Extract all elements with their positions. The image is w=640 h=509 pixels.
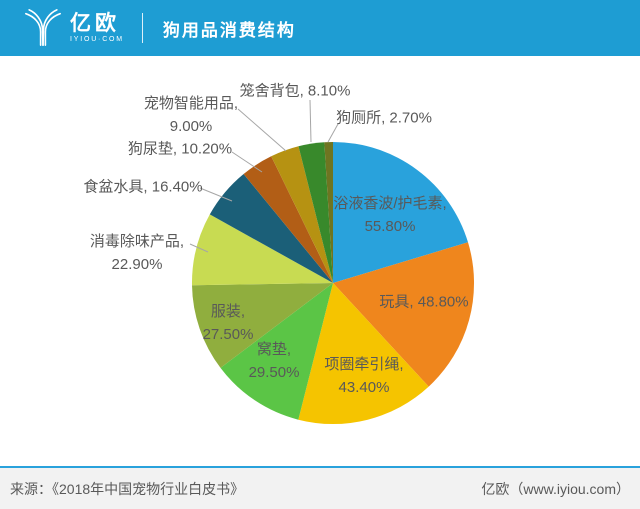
footer-bar: 来源：《2018年中国宠物行业白皮书》 亿欧（www.iyiou.com） (0, 466, 640, 509)
pie-label-0: 浴液香波/护毛素, 55.80% (333, 195, 447, 235)
pie-slice-3 (220, 283, 333, 420)
pie-label-5: 消毒除味产品, 22.90% (89, 233, 185, 273)
header-divider (141, 13, 143, 43)
leader-line-10 (327, 123, 339, 143)
pie-slice-2 (298, 283, 429, 425)
pie-slice-9 (298, 142, 333, 283)
pie-label-3: 窝垫, 29.50% (248, 341, 300, 381)
pie-slice-7 (243, 156, 333, 283)
pie-label-7: 狗尿垫, 10.20% (127, 140, 233, 158)
pie-label-6: 食盆水具, 16.40% (83, 178, 203, 196)
source-text: 来源：《2018年中国宠物行业白皮书》 (10, 480, 245, 497)
pie-slice-0 (333, 142, 468, 283)
pie-slice-1 (333, 242, 475, 387)
leader-line-8 (237, 108, 287, 152)
pie-slice-4 (192, 283, 333, 368)
pie-label-8: 宠物智能用品, 9.00% (143, 95, 239, 135)
pie-slice-6 (209, 174, 333, 283)
pie-slice-10 (324, 142, 333, 283)
leader-line-9 (309, 99, 312, 143)
pie-label-10: 狗厕所, 2.70% (336, 109, 432, 127)
pie-label-9: 笼舍背包, 8.10% (239, 82, 351, 100)
footer-brand: 亿欧（www.iyiou.com） (481, 480, 630, 497)
iyiou-logo: 亿欧 IYIOU·COM (22, 7, 124, 49)
pie-svg (189, 99, 475, 425)
logo-subtitle: IYIOU·COM (70, 35, 124, 43)
logo-text: 亿欧 IYIOU·COM (70, 11, 124, 44)
leader-line-7 (231, 151, 263, 173)
iyiou-logo-icon (25, 9, 61, 46)
pie-label-4: 服装, 27.50% (202, 303, 254, 343)
logo-brand: 亿欧 (70, 11, 120, 35)
leader-line-6 (199, 187, 233, 202)
pie-slice-5 (191, 214, 333, 286)
pie-chart: 浴液香波/护毛素, 55.80% 玩具, 48.80% 项圈牵引绳, 43.40% 窝垫,… (0, 56, 640, 466)
pie-label-2: 项圈牵引绳, 43.40% (324, 356, 404, 396)
header-bar: 亿欧 IYIOU·COM 狗用品消费结构 (0, 0, 640, 56)
leader-line-5 (189, 243, 209, 253)
pie-slice-8 (271, 146, 333, 283)
page-title: 狗用品消费结构 (162, 20, 296, 40)
pie-label-1: 玩具, 48.80% (379, 293, 469, 311)
